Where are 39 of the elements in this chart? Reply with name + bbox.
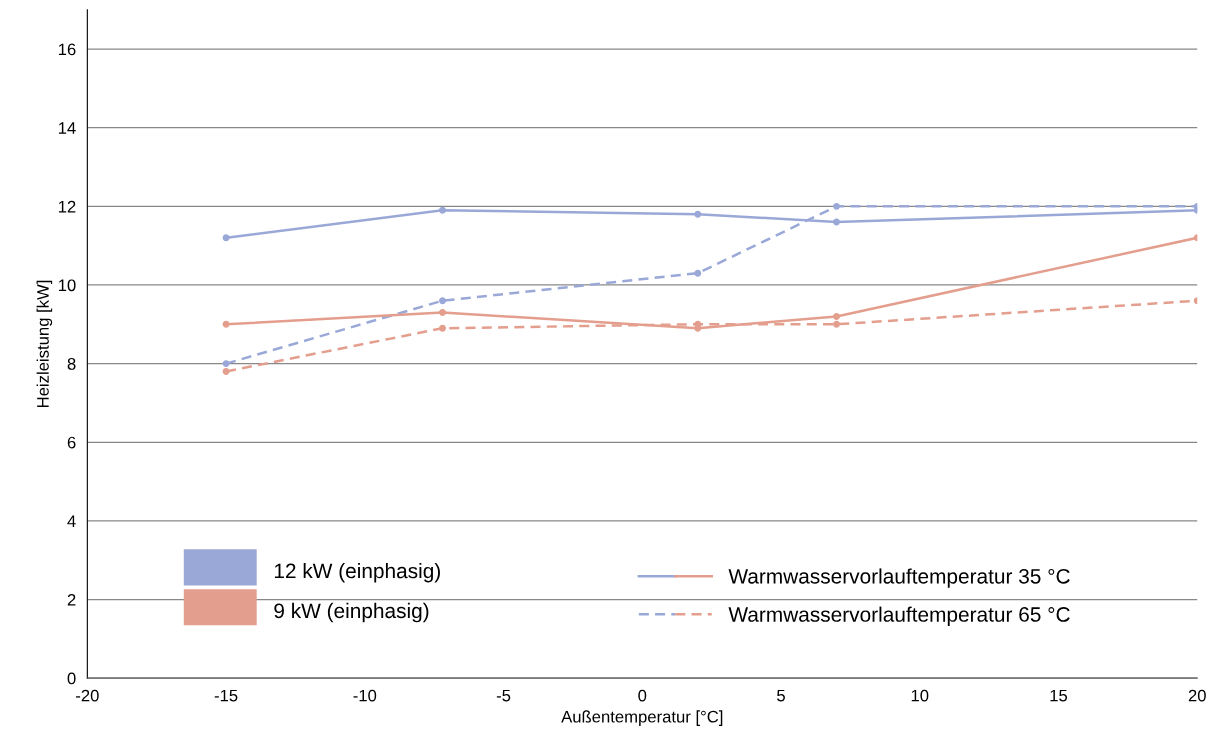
x-tick-label: -10 [353,689,377,702]
point [833,320,840,328]
point [222,234,230,242]
x-axis-title: Außentemperatur [°C] [561,710,723,726]
point [694,269,702,277]
point [439,309,446,316]
y-tick-label: 10 [58,279,76,292]
x-tick-label: 15 [1050,689,1068,702]
point [439,324,446,332]
point [222,368,230,375]
x-tick-label: -20 [76,689,99,702]
y-tick-label: 2 [67,593,76,606]
x-tick-label: 10 [911,689,929,702]
point [833,312,840,320]
point [439,297,446,305]
x-tick-label: 0 [638,689,647,702]
y-tick-label: 12 [58,200,76,213]
point [222,360,230,368]
point [694,210,702,218]
point [833,202,840,210]
y-tick-label: 4 [67,515,76,527]
annotation: Warmwasservorlauftemperatur 65 °C [728,606,1070,626]
point [439,206,446,214]
y-axis-title: Heizleistung [kW] [36,280,53,407]
x-tick-label: -15 [214,689,238,702]
y-tick-label: 6 [67,436,76,449]
y-tick-label: 0 [67,672,76,685]
point [222,320,230,328]
point [694,320,702,328]
annotation: Warmwasservorlauftemperatur 35 °C [728,568,1070,588]
x-tick-label: 5 [777,689,785,702]
legend-label: 12 kW (einphasig) [274,562,440,583]
x-tick-label: 20 [1188,689,1206,702]
y-tick-label: 8 [67,358,76,370]
y-tick-label: 14 [58,122,76,134]
x-tick-label: -5 [496,689,511,702]
legend-label: 9 kW (einphasig) [274,602,429,623]
y-tick-label: 16 [58,43,76,56]
point [833,218,840,226]
